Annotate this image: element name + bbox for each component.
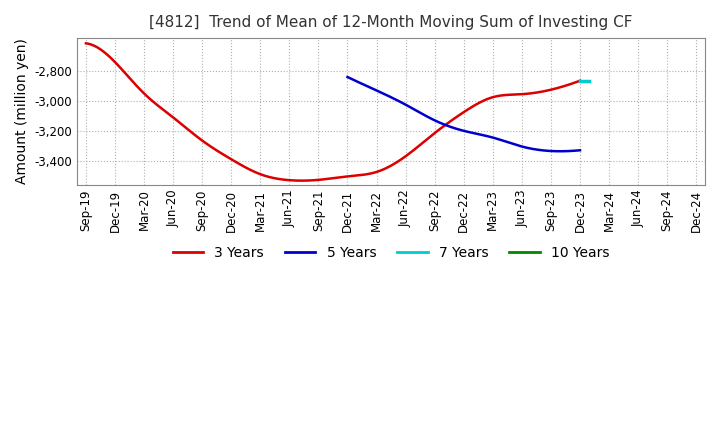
Title: [4812]  Trend of Mean of 12-Month Moving Sum of Investing CF: [4812] Trend of Mean of 12-Month Moving … [149,15,633,30]
Y-axis label: Amount (million yen): Amount (million yen) [15,38,29,184]
Legend: 3 Years, 5 Years, 7 Years, 10 Years: 3 Years, 5 Years, 7 Years, 10 Years [167,241,615,266]
